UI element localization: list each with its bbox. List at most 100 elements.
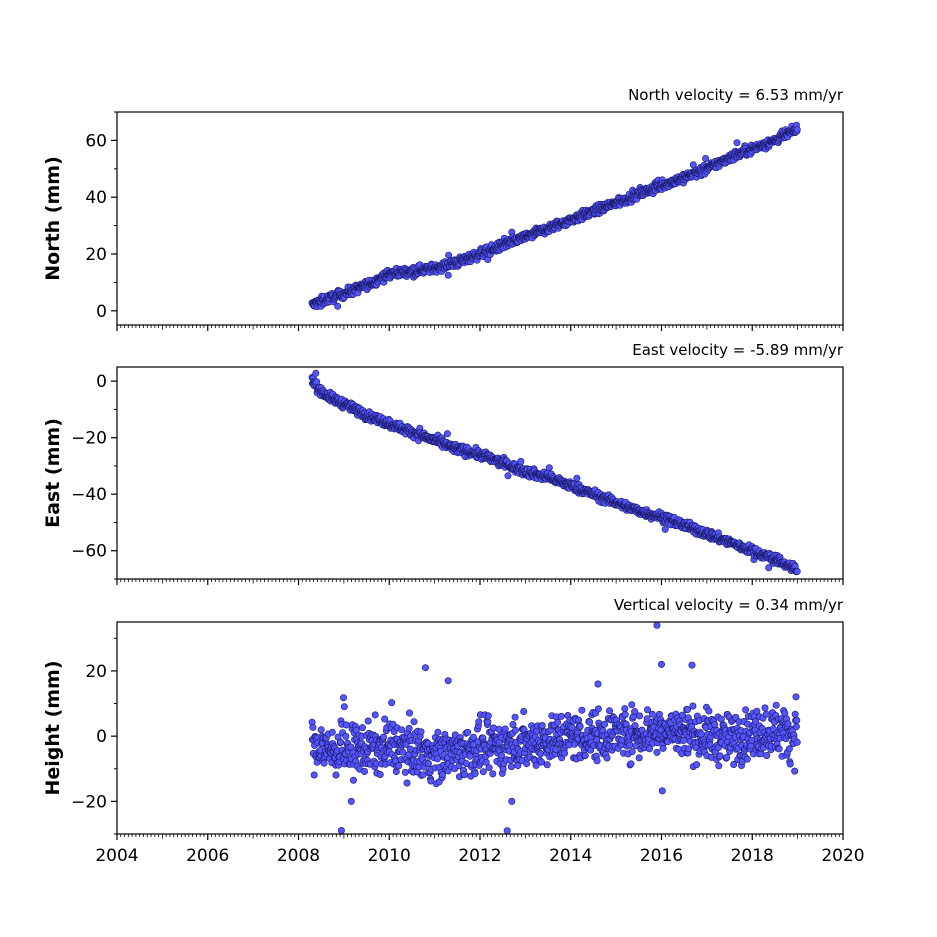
outlier-point <box>503 827 511 835</box>
data-point <box>683 706 691 714</box>
data-point <box>461 771 469 779</box>
data-point <box>716 752 724 760</box>
x-tick-label: 2016 <box>640 846 683 866</box>
north-panel: North velocity = 6.53 mm/yr North (mm) 0 20… <box>42 86 844 331</box>
data-point <box>723 753 731 761</box>
data-point <box>685 745 693 753</box>
data-point <box>328 728 336 736</box>
data-point <box>349 776 357 784</box>
height-title: Vertical velocity = 0.34 mm/yr <box>614 596 844 614</box>
data-point <box>507 763 515 771</box>
y-tick-label: 40 <box>85 188 107 208</box>
data-point <box>586 718 594 726</box>
data-point <box>469 733 477 741</box>
y-tick-label: 0 <box>96 302 107 322</box>
data-point <box>643 715 651 723</box>
y-tick-label: 20 <box>85 245 107 265</box>
data-point <box>438 771 446 779</box>
data-point <box>711 720 719 728</box>
data-point <box>317 726 325 734</box>
north-ylabel: North (mm) <box>42 156 64 281</box>
data-point <box>653 748 661 756</box>
data-point <box>475 718 483 726</box>
data-point <box>388 699 396 707</box>
data-point <box>464 728 472 736</box>
y-tick-label: 0 <box>96 372 107 392</box>
data-point <box>511 713 519 721</box>
data-point <box>705 707 713 715</box>
data-point <box>497 751 505 759</box>
data-point <box>621 711 629 719</box>
data-point <box>332 771 340 779</box>
east-panel: East velocity = -5.89 mm/yr East (mm) 0 −20… <box>42 341 844 585</box>
data-point <box>417 728 425 736</box>
height-points <box>308 621 801 835</box>
data-point <box>769 725 777 733</box>
data-point <box>627 760 635 768</box>
data-point <box>581 751 589 759</box>
data-point <box>401 768 409 776</box>
data-point <box>792 723 800 731</box>
data-point <box>578 706 586 714</box>
data-point <box>743 755 751 763</box>
data-point <box>499 765 507 773</box>
data-point <box>517 457 525 465</box>
outlier-point <box>653 621 661 629</box>
data-point <box>538 721 546 729</box>
data-point <box>509 720 517 728</box>
data-point <box>405 709 413 717</box>
y-tick-label: 0 <box>96 727 107 747</box>
data-point <box>561 749 569 757</box>
data-point <box>659 744 667 752</box>
data-point <box>631 708 639 716</box>
data-point <box>399 748 407 756</box>
data-point <box>485 764 493 772</box>
data-point <box>371 711 379 719</box>
data-point <box>593 757 601 765</box>
data-point <box>360 767 368 775</box>
data-point <box>775 745 783 753</box>
height-panel: Vertical velocity = 0.34 mm/yr Height (mm… <box>42 596 865 866</box>
data-point <box>444 271 452 279</box>
east-title: East velocity = -5.89 mm/yr <box>632 341 844 359</box>
y-tick-label: 60 <box>85 131 107 151</box>
data-point <box>557 712 565 720</box>
data-point <box>793 126 801 134</box>
x-tick-label: 2008 <box>277 846 320 866</box>
east-ylabel: East (mm) <box>42 418 64 528</box>
outlier-point <box>657 660 665 668</box>
data-point <box>715 762 723 770</box>
data-point <box>342 732 350 740</box>
data-point <box>636 712 644 720</box>
data-point <box>748 736 756 744</box>
data-point <box>337 826 345 834</box>
x-tick-label: 2004 <box>95 846 138 866</box>
y-tick-label: −20 <box>71 792 107 812</box>
data-point <box>403 779 411 787</box>
data-point <box>628 748 636 756</box>
data-point <box>753 707 761 715</box>
outlier-point <box>508 797 516 805</box>
data-point <box>793 738 801 746</box>
data-point <box>601 720 609 728</box>
height-ylabel: Height (mm) <box>42 660 64 795</box>
data-point <box>406 745 414 753</box>
data-point <box>688 661 696 669</box>
data-point <box>410 718 418 726</box>
data-point <box>532 761 540 769</box>
data-point <box>376 770 384 778</box>
data-point <box>484 718 492 726</box>
data-point <box>537 758 545 766</box>
y-tick-label: −20 <box>71 429 107 449</box>
outlier-point <box>594 680 602 688</box>
east-points <box>308 369 801 576</box>
data-point <box>310 771 318 779</box>
data-point <box>793 716 801 724</box>
data-point <box>543 761 551 769</box>
data-point <box>645 745 653 753</box>
data-point <box>658 787 666 795</box>
data-point <box>433 755 441 763</box>
data-point <box>693 761 701 769</box>
x-tick-label: 2018 <box>731 846 774 866</box>
data-point <box>702 155 710 163</box>
